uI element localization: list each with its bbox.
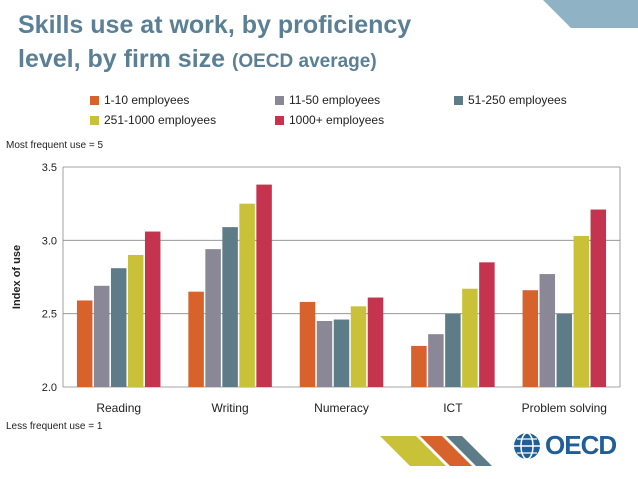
legend-label: 1000+ employees <box>289 113 385 127</box>
legend-swatch <box>275 115 284 125</box>
bar <box>539 274 556 387</box>
y-tick-label: 2.0 <box>42 382 57 394</box>
bar <box>256 184 272 387</box>
legend-swatch <box>90 95 99 105</box>
bar <box>479 262 495 387</box>
legend-swatch <box>275 95 284 105</box>
bar <box>556 313 573 387</box>
y-tick-label: 3.0 <box>42 235 57 247</box>
oecd-logo: OECD <box>512 430 617 461</box>
y-tick-label: 3.5 <box>42 162 57 174</box>
bar <box>573 235 590 387</box>
bar <box>205 249 221 387</box>
bar <box>144 231 161 387</box>
bar <box>522 290 539 387</box>
legend-label: 251-1000 employees <box>104 113 217 127</box>
bar <box>350 306 367 387</box>
bar <box>93 285 110 387</box>
chart-legend: 1-10 employees 11-50 employees 51-250 em… <box>90 93 610 129</box>
y-tick-label: 2.5 <box>42 309 57 321</box>
footer-decoration <box>380 436 492 466</box>
x-tick-label: Numeracy <box>314 401 369 415</box>
legend-label: 1-10 employees <box>104 93 190 107</box>
chart-title: Skills use at work, by proficiency level… <box>18 8 438 79</box>
bar <box>299 301 316 387</box>
bar <box>411 345 427 387</box>
title-sub: (OECD average) <box>232 51 377 72</box>
bar <box>428 334 444 387</box>
x-tick-label: Reading <box>96 401 141 415</box>
legend-label: 11-50 employees <box>289 93 381 107</box>
bar <box>188 291 204 387</box>
legend-label: 51-250 employees <box>468 93 567 107</box>
bar <box>76 300 93 387</box>
legend-item-251-1000: 251-1000 employees <box>90 113 216 127</box>
x-tick-label: Writing <box>212 401 249 415</box>
bar <box>333 319 350 387</box>
x-tick-label: ICT <box>443 401 463 415</box>
oecd-logo-text: OECD <box>545 430 617 460</box>
legend-swatch <box>454 95 463 105</box>
bar <box>127 255 144 387</box>
note-most-frequent: Most frequent use = 5 <box>6 140 104 151</box>
x-tick-label: Problem solving <box>522 401 607 415</box>
note-less-frequent: Less frequent use = 1 <box>6 421 103 432</box>
bar <box>445 313 461 387</box>
title-main: Skills use at work, by proficiency level… <box>18 11 412 73</box>
bar <box>239 203 255 387</box>
globe-icon <box>514 431 540 460</box>
legend-item-1-10: 1-10 employees <box>90 93 189 107</box>
bar <box>110 268 127 387</box>
bar <box>316 321 333 387</box>
legend-item-1000plus: 1000+ employees <box>275 113 384 127</box>
bar <box>367 297 384 387</box>
legend-swatch <box>90 115 99 125</box>
bar <box>462 288 478 387</box>
corner-decoration <box>543 0 638 28</box>
bar <box>222 227 238 387</box>
legend-item-11-50: 11-50 employees <box>275 93 380 107</box>
legend-item-51-250: 51-250 employees <box>454 93 567 107</box>
y-axis-label: Index of use <box>11 245 23 309</box>
bar <box>590 209 607 387</box>
